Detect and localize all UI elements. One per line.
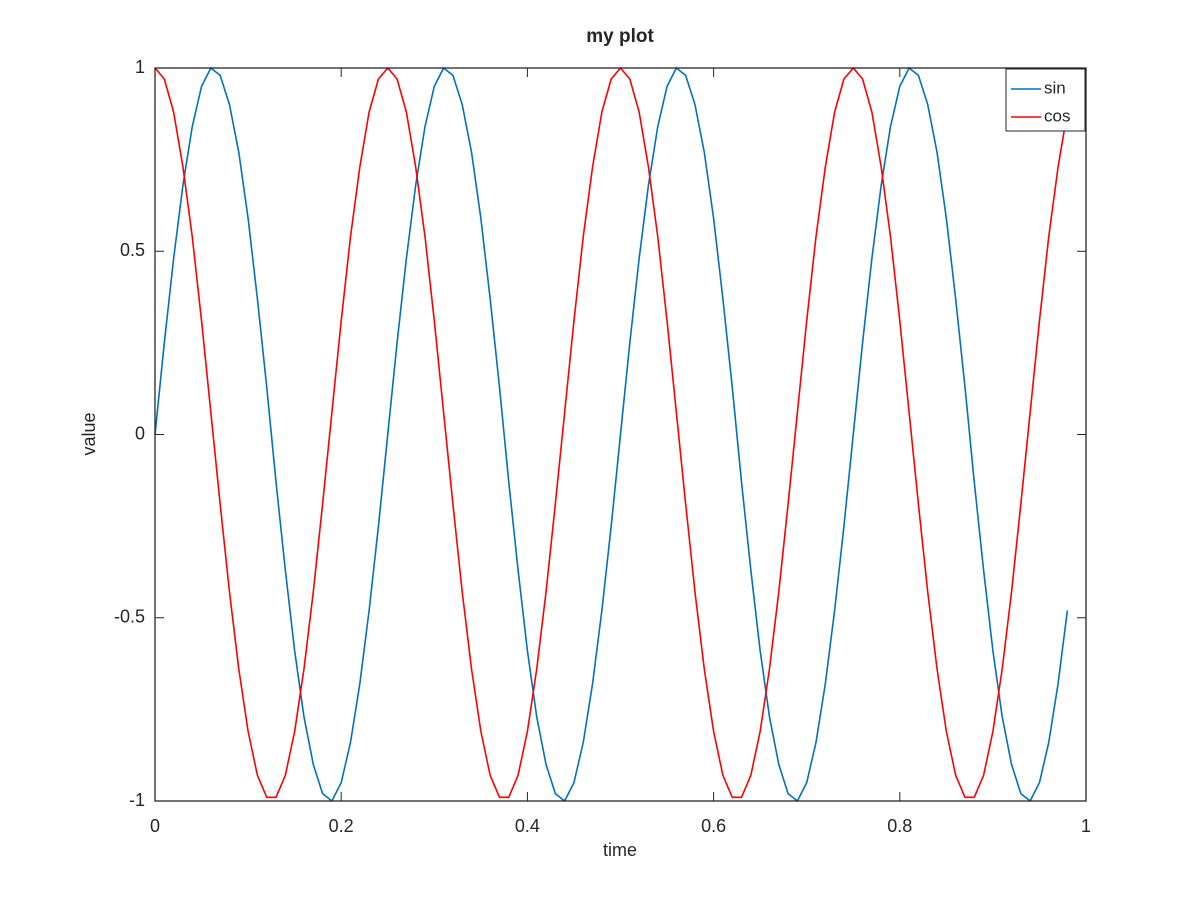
x-tick-label: 0.8 (887, 816, 912, 836)
x-axis-label: time (603, 840, 637, 860)
legend-label: sin (1044, 78, 1066, 97)
legend-label: cos (1044, 106, 1070, 125)
y-tick-label: -0.5 (114, 607, 145, 627)
legend-box (1005, 68, 1086, 132)
line-series (154, 67, 1069, 799)
line-series (154, 67, 1069, 802)
axes-box (154, 67, 1087, 802)
y-tick-label: 0 (135, 423, 145, 443)
y-axis-label: value (79, 412, 99, 455)
x-tick-label: 0.4 (515, 816, 540, 836)
x-tick-label: 0 (150, 816, 160, 836)
x-tick-label: 0.2 (329, 816, 354, 836)
x-tick-label: 0.6 (701, 816, 726, 836)
x-tick-label: 1 (1081, 816, 1091, 836)
y-tick-label: 0.5 (120, 240, 145, 260)
chart-title: my plot (586, 26, 654, 47)
y-tick-label: 1 (135, 57, 145, 77)
y-tick-label: -1 (129, 790, 145, 810)
